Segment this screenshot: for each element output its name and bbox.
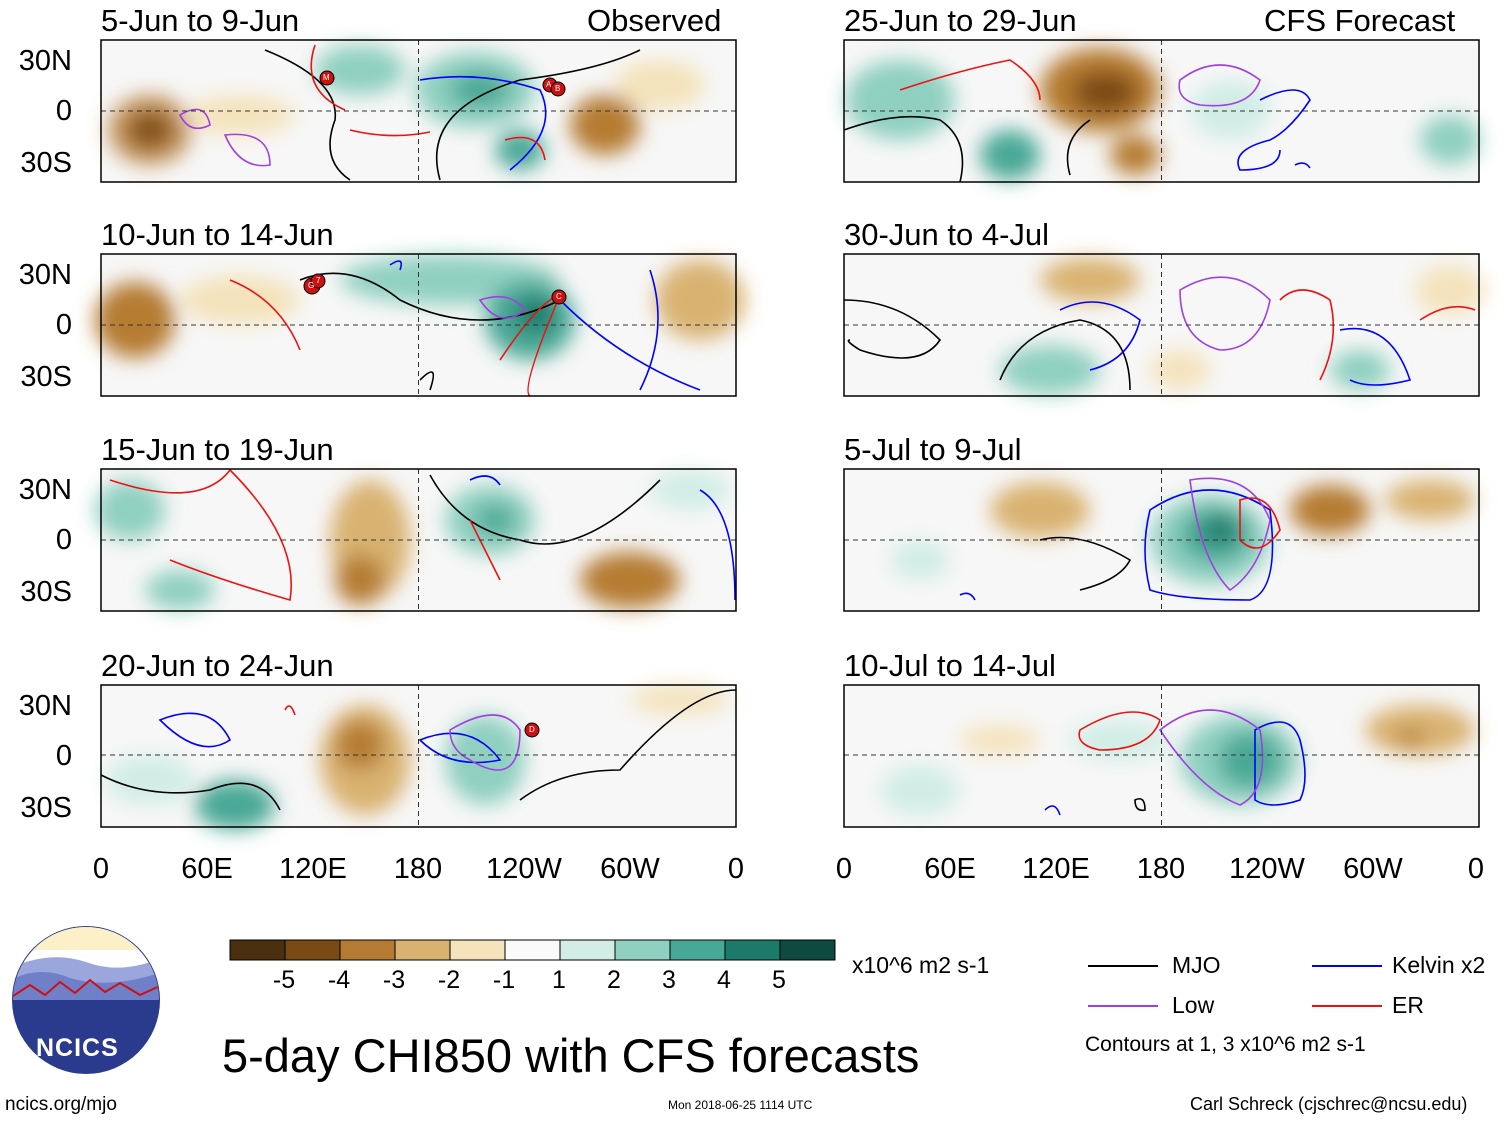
panel-title-observed-4: 20-Jun to 24-Jun [101, 648, 334, 683]
panel-label-observed: Observed [587, 3, 722, 38]
colorbar-tick: -2 [437, 966, 461, 994]
panel-label-forecast: CFS Forecast [1264, 3, 1456, 38]
colorbar-swatch [394, 939, 451, 961]
colorbar-tick: 1 [552, 966, 566, 994]
legend-note: Contours at 1, 3 x10^6 m2 s-1 [1085, 1033, 1366, 1056]
lat-label: 0 [55, 309, 72, 341]
colorbar-swatch [504, 939, 561, 961]
lon-label: 120E [279, 853, 347, 885]
colorbar-tick: 2 [607, 966, 621, 994]
storm-label: G [308, 281, 315, 290]
lon-label: 180 [393, 853, 443, 885]
lat-label: 30S [20, 361, 72, 393]
colorbar-swatch [284, 939, 341, 961]
lon-label: 60E [924, 853, 976, 885]
storm-label: A [546, 80, 552, 89]
storm-label: D [529, 725, 535, 734]
lat-label: 0 [55, 95, 72, 127]
lat-label: 0 [55, 524, 72, 556]
lat-label: 0 [55, 740, 72, 772]
logo-text: NCICS [36, 1034, 119, 1062]
colorbar-swatch [229, 939, 286, 961]
map-panel-forecast-3 [843, 468, 1480, 612]
lon-label: 60W [600, 853, 660, 885]
colorbar-tick: 3 [662, 966, 676, 994]
colorbar-swatch [559, 939, 616, 961]
site-link[interactable]: ncics.org/mjo [5, 1094, 117, 1115]
panel-title-observed-3: 15-Jun to 19-Jun [101, 432, 334, 467]
panel-title-observed-1: 5-Jun to 9-Jun [101, 3, 300, 38]
lat-label: 30N [18, 474, 72, 506]
map-panel-observed-1 [100, 39, 737, 183]
storm-label: C [556, 292, 562, 301]
colorbar-tick: 5 [772, 966, 786, 994]
lon-label: 0 [1467, 853, 1485, 885]
figure-title: 5-day CHI850 with CFS forecasts [222, 1029, 920, 1082]
lon-label: 120W [486, 853, 562, 885]
map-panel-observed-2 [95, 253, 745, 397]
lat-label: 30N [18, 259, 72, 291]
map-panel-forecast-4 [843, 684, 1480, 828]
lat-label: 30S [20, 147, 72, 179]
panel-title-forecast-4: 10-Jul to 14-Jul [844, 648, 1056, 683]
lon-label: 60E [181, 853, 233, 885]
credit: Carl Schreck (cjschrec@ncsu.edu) [1190, 1094, 1468, 1114]
lon-label: 120E [1022, 853, 1090, 885]
lon-label: 60W [1343, 853, 1403, 885]
lat-label: 30S [20, 792, 72, 824]
panel-title-forecast-1: 25-Jun to 29-Jun [844, 3, 1077, 38]
colorbar-swatch [724, 939, 781, 961]
colorbar-swatch [779, 939, 836, 961]
colorbar-tick: -1 [492, 966, 516, 994]
map-panel-forecast-1 [843, 39, 1480, 183]
storm-label: B [555, 84, 561, 93]
lat-label: 30N [18, 690, 72, 722]
map-panel-forecast-2 [843, 253, 1485, 397]
map-panel-observed-3 [95, 468, 737, 612]
storm-label: M [323, 73, 330, 82]
legend-mjo-label: MJO [1172, 952, 1221, 978]
legend-lines [1088, 965, 1382, 1007]
lon-label: 0 [835, 853, 853, 885]
colorbar [229, 939, 836, 961]
legend-er-label: ER [1392, 992, 1424, 1018]
colorbar-swatch [669, 939, 726, 961]
map-panel-observed-4 [100, 684, 737, 830]
panel-title-forecast-2: 30-Jun to 4-Jul [844, 217, 1050, 252]
lon-label: 180 [1136, 853, 1186, 885]
colorbar-tick: 4 [717, 966, 731, 994]
colorbar-swatch [339, 939, 396, 961]
colorbar-swatch [614, 939, 671, 961]
lat-label: 30N [18, 45, 72, 77]
colorbar-tick: -4 [327, 966, 351, 994]
legend-low-label: Low [1172, 992, 1215, 1018]
colorbar-tick: -3 [382, 966, 406, 994]
lon-label: 0 [92, 853, 110, 885]
lat-label: 30S [20, 576, 72, 608]
panel-title-observed-2: 10-Jun to 14-Jun [101, 217, 334, 252]
storm-label: 7 [316, 276, 321, 285]
lon-label: 0 [727, 853, 745, 885]
timestamp: Mon 2018-06-25 1114 UTC [668, 1098, 813, 1112]
panel-title-forecast-3: 5-Jul to 9-Jul [844, 432, 1022, 467]
colorbar-tick: -5 [272, 966, 296, 994]
legend-kelvin-label: Kelvin x2 [1392, 952, 1486, 978]
colorbar-units: x10^6 m2 s-1 [852, 952, 990, 978]
colorbar-swatch [449, 939, 506, 961]
lon-label: 120W [1229, 853, 1305, 885]
